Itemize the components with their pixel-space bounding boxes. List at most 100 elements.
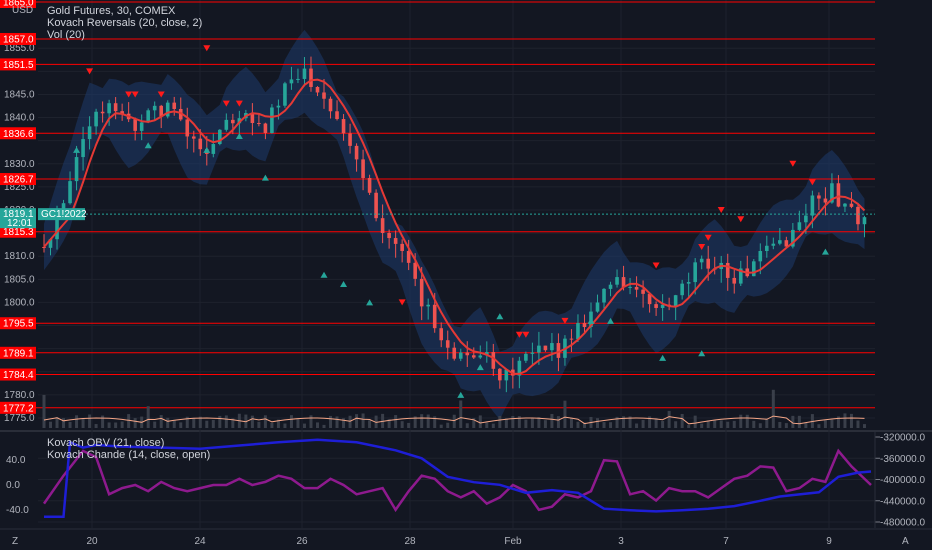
candle-body: [100, 111, 105, 114]
candle-body: [524, 353, 528, 361]
obv-tick-label: -320000.0: [880, 433, 925, 444]
volume-bar: [166, 417, 170, 428]
volume-bar: [693, 415, 697, 428]
price-tick-label: 1840.0: [4, 113, 35, 124]
volume-bar: [94, 424, 98, 428]
candle-body: [693, 262, 697, 283]
volume-bar: [309, 415, 313, 428]
time-tick-label: Feb: [504, 536, 522, 547]
volume-bar: [368, 420, 372, 428]
indicator-kovach-chande[interactable]: Kovach Chande (14, close, open): [47, 449, 211, 461]
candle-body: [270, 107, 274, 134]
candle-body: [367, 177, 372, 193]
symbol-title[interactable]: Gold Futures, 30, COMEX: [47, 5, 176, 17]
obv-tick-label: -400000.0: [880, 475, 925, 486]
volume-bar: [680, 413, 684, 428]
candle-body: [615, 277, 619, 285]
candle-body: [498, 368, 502, 381]
volume-bar: [817, 424, 821, 428]
candle-body: [791, 229, 795, 247]
volume-bar: [133, 418, 137, 428]
candle-body: [87, 126, 92, 140]
volume-bar: [459, 400, 463, 428]
candle-body: [556, 343, 561, 358]
volume-bar: [849, 413, 853, 428]
obv-tick-label: -360000.0: [880, 454, 925, 465]
time-tick-label: 24: [194, 536, 206, 547]
kovach-obv-line: [44, 438, 872, 518]
candle-body: [328, 98, 333, 112]
volume-bar: [687, 424, 691, 428]
volume-bar: [739, 414, 743, 428]
indicator-kovach-reversals[interactable]: Kovach Reversals (20, close, 2): [47, 17, 203, 29]
volume-bar: [797, 415, 801, 428]
candle-body: [237, 118, 242, 124]
buy-signal-marker: [457, 391, 465, 398]
candle-body: [849, 203, 854, 207]
level-tag: [0, 173, 36, 186]
volume-bar: [641, 419, 645, 428]
candle-body: [595, 302, 600, 312]
buy-signal-marker: [587, 317, 595, 324]
candle-body: [48, 239, 53, 248]
volume-bar: [107, 422, 111, 428]
volume-bar: [342, 418, 346, 428]
volume-bar: [75, 415, 79, 428]
volume-moving-average: [43, 415, 865, 425]
buy-signal-marker: [821, 248, 829, 255]
volume-bar: [42, 394, 46, 428]
sell-signal-marker: [515, 331, 523, 338]
price-tick-label: 1800.0: [4, 297, 35, 308]
timezone-button[interactable]: Z: [12, 536, 18, 547]
candle-body: [185, 119, 190, 137]
sell-signal-marker: [131, 91, 139, 98]
candle-body: [224, 119, 229, 130]
volume-bar: [602, 422, 606, 428]
candle-body: [335, 111, 339, 120]
candle-body: [231, 119, 235, 124]
volume-bar: [804, 422, 808, 428]
price-tick-label: 1830.0: [4, 159, 35, 170]
candle-body: [550, 343, 554, 351]
sell-signal-marker: [157, 91, 165, 98]
volume-bar: [127, 414, 131, 428]
volume-bar: [315, 422, 319, 428]
volume-bar: [648, 416, 652, 428]
candle-body: [660, 304, 665, 308]
candle-body: [419, 278, 424, 307]
time-tick-label: 28: [404, 536, 416, 547]
level-tag-label: 1795.5: [3, 319, 34, 330]
volume-bar: [596, 418, 600, 428]
volume-bar: [120, 421, 124, 428]
sell-signal-marker: [125, 91, 133, 98]
auto-scale-button[interactable]: A: [902, 536, 909, 547]
candle-body: [296, 78, 300, 80]
candle-body: [133, 119, 137, 131]
level-tag: [0, 127, 36, 140]
indicator-volume[interactable]: Vol (20): [47, 29, 85, 41]
sell-signal-marker: [86, 68, 94, 75]
volume-bar: [62, 418, 66, 428]
volume-bar: [348, 415, 352, 428]
volume-bar: [355, 414, 359, 428]
last-price-tag: [0, 208, 36, 229]
volume-bar: [374, 415, 378, 428]
candle-body: [765, 245, 769, 252]
volume-bar: [387, 419, 391, 428]
candle-body: [654, 304, 658, 308]
level-tag-label: 1789.1: [3, 348, 34, 359]
candle-body: [628, 286, 632, 288]
candle-body: [211, 144, 216, 154]
candle-body: [634, 286, 639, 290]
sell-signal-marker: [522, 331, 530, 338]
volume-bar: [335, 416, 339, 428]
sell-signal-marker: [704, 234, 712, 241]
symbol-tag: [38, 208, 85, 221]
volume-bar: [439, 424, 443, 428]
candle-body: [491, 352, 496, 369]
candle-body: [191, 136, 196, 139]
volume-bar: [732, 420, 736, 428]
indicator-kovach-obv[interactable]: Kovach OBV (21, close): [47, 437, 165, 449]
chande-tick-label: 0.0: [6, 480, 20, 491]
